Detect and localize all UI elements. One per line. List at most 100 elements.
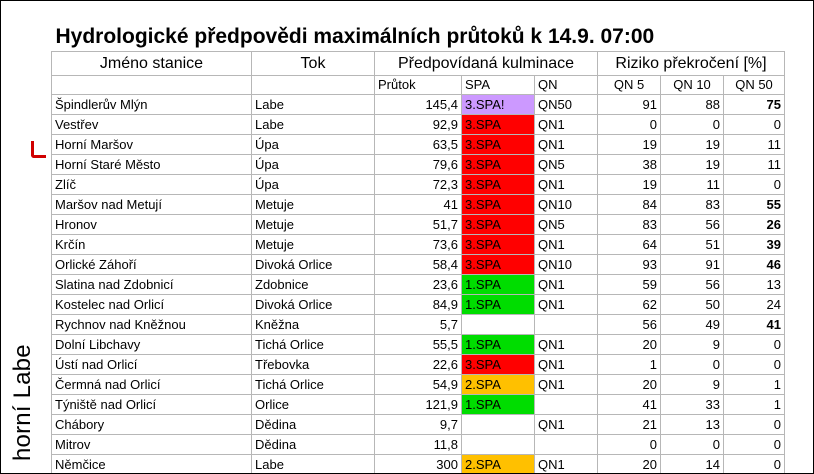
side-label-region: horní Labe (7, 301, 43, 473)
risk-qn50-cell: 26 (723, 214, 785, 235)
table-row: Maršov nad Metují Metuje 41 3.SPA QN10 84 83 55 (51, 194, 785, 215)
risk-qn50-cell: 1 (723, 394, 785, 415)
risk-qn50-cell: 55 (723, 194, 785, 215)
header-risk: Riziko překročení [%] (597, 51, 785, 76)
risk-qn5-cell: 19 (597, 134, 661, 155)
flow-cell: 300 (374, 454, 462, 473)
spa-cell: 1.SPA (461, 294, 535, 315)
risk-qn10-cell: 9 (660, 374, 724, 395)
table-row: Slatina nad Zdobnicí Zdobnice 23,6 1.SPA QN1… (51, 274, 785, 295)
spa-cell: 3.SPA (461, 114, 535, 135)
risk-qn5-cell: 1 (597, 354, 661, 375)
qn-cell: QN1 (534, 454, 598, 473)
flow-cell: 55,5 (374, 334, 462, 355)
flow-cell: 54,9 (374, 374, 462, 395)
spa-cell: 3.SPA (461, 174, 535, 195)
station-cell: Němčice (51, 454, 252, 473)
risk-qn5-cell: 38 (597, 154, 661, 175)
qn-cell: QN1 (534, 274, 598, 295)
spa-cell (461, 414, 535, 435)
qn-cell: QN5 (534, 154, 598, 175)
risk-qn50-cell: 0 (723, 114, 785, 135)
spa-cell: 1.SPA (461, 394, 535, 415)
qn-cell: QN1 (534, 174, 598, 195)
risk-qn50-cell: 0 (723, 334, 785, 355)
table-row: Rychnov nad Kněžnou Kněžna 5,7 56 49 41 (51, 314, 785, 335)
spa-cell (461, 314, 535, 335)
qn-cell: QN1 (534, 374, 598, 395)
risk-qn5-cell: 59 (597, 274, 661, 295)
risk-qn50-cell: 11 (723, 154, 785, 175)
table-row: Kostelec nad Orlicí Divoká Orlice 84,9 1.SP… (51, 294, 785, 315)
station-cell: Kostelec nad Orlicí (51, 294, 252, 315)
risk-qn50-cell: 41 (723, 314, 785, 335)
flow-cell: 72,3 (374, 174, 462, 195)
river-cell: Metuje (251, 194, 375, 215)
river-cell: Labe (251, 94, 375, 115)
flow-cell: 11,8 (374, 434, 462, 455)
header-flow: Průtok (374, 75, 462, 95)
station-cell: Maršov nad Metují (51, 194, 252, 215)
header-qn50: QN 50 (723, 75, 785, 95)
spa-cell: 3.SPA (461, 134, 535, 155)
qn-cell: QN10 (534, 254, 598, 275)
river-cell: Úpa (251, 154, 375, 175)
flow-cell: 121,9 (374, 394, 462, 415)
station-cell: Chábory (51, 414, 252, 435)
spa-cell (461, 434, 535, 455)
risk-qn10-cell: 56 (660, 214, 724, 235)
table-row: Němčice Labe 300 2.SPA QN1 20 14 0 (51, 454, 785, 473)
header-qn: QN (534, 75, 598, 95)
risk-qn5-cell: 83 (597, 214, 661, 235)
river-cell: Úpa (251, 174, 375, 195)
table-row: Mitrov Dědina 11,8 0 0 0 (51, 434, 785, 455)
flow-cell: 5,7 (374, 314, 462, 335)
risk-qn10-cell: 9 (660, 334, 724, 355)
table-row: Zlíč Úpa 72,3 3.SPA QN1 19 11 0 (51, 174, 785, 195)
qn-cell: QN5 (534, 214, 598, 235)
risk-qn10-cell: 49 (660, 314, 724, 335)
risk-qn10-cell: 83 (660, 194, 724, 215)
qn-cell: QN1 (534, 334, 598, 355)
header-spa: SPA (461, 75, 535, 95)
risk-qn10-cell: 0 (660, 114, 724, 135)
risk-qn5-cell: 0 (597, 114, 661, 135)
header-row-2: Průtok SPA QN QN 5 QN 10 QN 50 (51, 75, 785, 95)
risk-qn50-cell: 39 (723, 234, 785, 255)
flow-cell: 51,7 (374, 214, 462, 235)
qn-cell: QN1 (534, 134, 598, 155)
risk-qn10-cell: 19 (660, 154, 724, 175)
forecast-table: Hydrologické předpovědi maximálních průt… (51, 22, 785, 473)
risk-qn5-cell: 84 (597, 194, 661, 215)
table-row: Horní Maršov Úpa 63,5 3.SPA QN1 19 19 11 (51, 134, 785, 155)
qn-cell: QN10 (534, 194, 598, 215)
qn-cell: QN1 (534, 114, 598, 135)
table-row: Horní Staré Město Úpa 79,6 3.SPA QN5 38 19 11 (51, 154, 785, 175)
river-cell: Metuje (251, 234, 375, 255)
risk-qn5-cell: 56 (597, 314, 661, 335)
spa-cell: 1.SPA (461, 334, 535, 355)
station-cell: Horní Staré Město (51, 154, 252, 175)
station-cell: Vestřev (51, 114, 252, 135)
qn-cell (534, 394, 598, 415)
risk-qn10-cell: 14 (660, 454, 724, 473)
river-cell: Divoká Orlice (251, 254, 375, 275)
station-cell: Zlíč (51, 174, 252, 195)
risk-qn50-cell: 1 (723, 374, 785, 395)
risk-qn5-cell: 19 (597, 174, 661, 195)
spa-cell: 2.SPA (461, 454, 535, 473)
river-cell: Orlice (251, 394, 375, 415)
risk-qn50-cell: 0 (723, 434, 785, 455)
risk-qn5-cell: 41 (597, 394, 661, 415)
risk-qn50-cell: 13 (723, 274, 785, 295)
risk-qn5-cell: 62 (597, 294, 661, 315)
header-blank-2 (251, 75, 375, 95)
station-cell: Čermná nad Orlicí (51, 374, 252, 395)
station-cell: Horní Maršov (51, 134, 252, 155)
risk-qn5-cell: 20 (597, 454, 661, 473)
risk-qn10-cell: 13 (660, 414, 724, 435)
table-row: Chábory Dědina 9,7 QN1 21 13 0 (51, 414, 785, 435)
station-cell: Ústí nad Orlicí (51, 354, 252, 375)
risk-qn10-cell: 56 (660, 274, 724, 295)
qn-cell: QN1 (534, 234, 598, 255)
